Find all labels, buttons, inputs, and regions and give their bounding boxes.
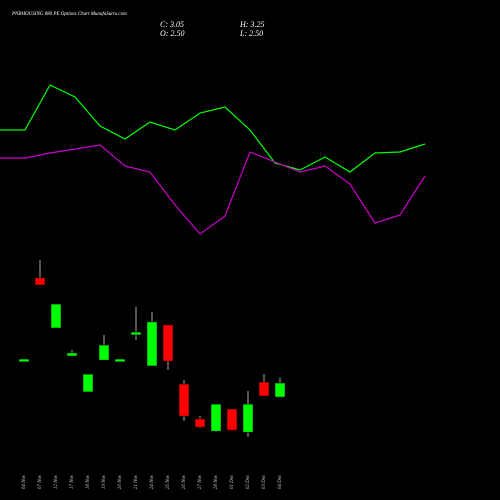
candle-body	[114, 358, 126, 363]
close-label: C: 3.05	[160, 20, 184, 29]
x-tick-label: 04 Nov	[22, 474, 27, 489]
candle-body	[130, 331, 142, 336]
x-tick-label: 17 Nov	[70, 474, 75, 489]
candle-body	[50, 303, 62, 329]
x-tick-label: 18 Nov	[86, 474, 91, 489]
x-tick-label: 01 Dec	[230, 474, 235, 489]
candle-body	[258, 381, 270, 397]
x-tick-label: 26 Nov	[182, 474, 187, 489]
indicator-line	[0, 84, 426, 173]
x-tick-label: 19 Nov	[102, 474, 107, 489]
candle-body	[82, 373, 94, 393]
x-tick-label: 25 Nov	[166, 474, 171, 489]
x-tick-label: 04 Dec	[278, 474, 283, 489]
x-tick-label: 20 Nov	[118, 474, 123, 489]
candle-body	[226, 408, 238, 431]
candle-body	[162, 324, 174, 362]
low-label: L: 2.50	[239, 29, 263, 38]
open-label: O: 2.50	[160, 29, 184, 38]
candle-body	[34, 277, 46, 286]
x-tick-label: 24 Nov	[150, 474, 155, 489]
candle-body	[210, 403, 222, 432]
x-tick-label: 21 Nov	[134, 474, 139, 489]
x-tick-label: 02 Dec	[246, 474, 251, 489]
candle-body	[178, 383, 190, 417]
indicator-line	[0, 144, 426, 235]
candle-body	[18, 358, 30, 363]
x-tick-label: 28 Nov	[214, 474, 219, 489]
high-label: H: 3.25	[239, 20, 264, 29]
x-tick-label: 03 Dec	[262, 474, 267, 489]
candle-body	[98, 344, 110, 361]
candle-body	[274, 382, 286, 398]
x-tick-label: 07 Nov	[38, 474, 43, 489]
x-tick-label: 12 Nov	[54, 474, 59, 489]
candle-body	[242, 403, 254, 433]
x-tick-label: 27 Nov	[198, 474, 203, 489]
candle-body	[194, 418, 206, 428]
candle-body	[66, 352, 78, 357]
chart-title: PNBHOUSING 880 PE Options Chart MunafaSu…	[11, 12, 127, 17]
candle-body	[146, 321, 158, 367]
